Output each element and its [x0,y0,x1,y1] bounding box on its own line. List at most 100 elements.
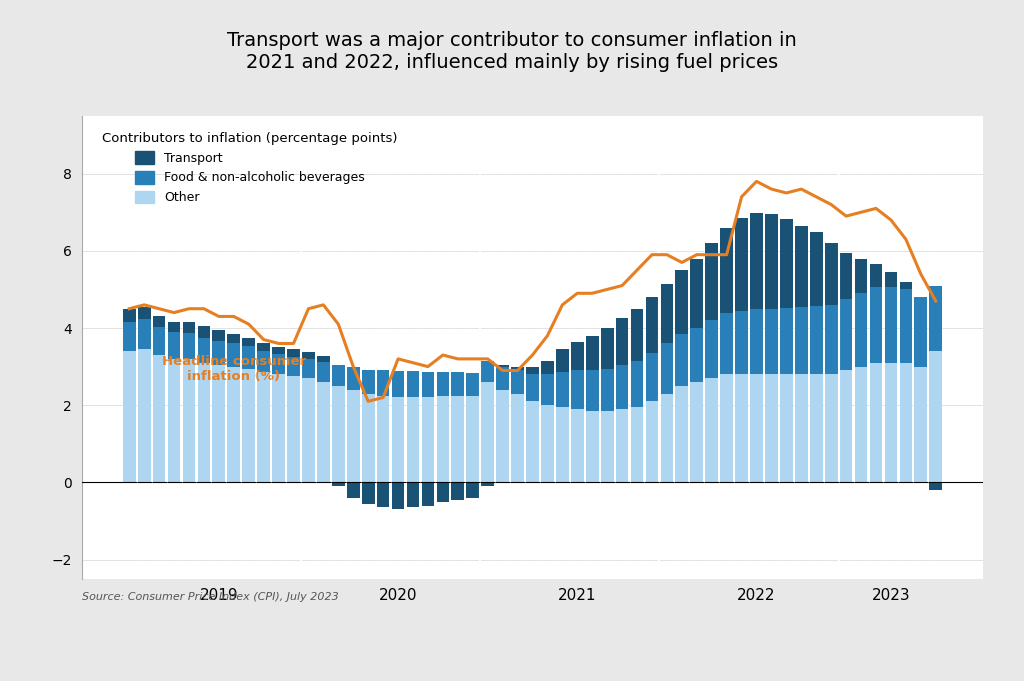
Bar [497,367,509,390]
Bar [930,482,942,490]
Bar [287,357,300,376]
Bar [810,375,822,482]
Bar [601,411,613,482]
Bar [198,338,210,363]
Bar [601,368,613,411]
Bar [885,272,897,287]
Bar [930,351,942,482]
Bar [377,370,389,396]
Bar [407,371,420,398]
Bar [257,373,270,482]
Bar [347,390,359,482]
Bar [392,371,404,398]
Bar [810,232,822,306]
Bar [720,375,733,482]
Bar [706,243,718,320]
Bar [765,375,778,482]
Bar [780,308,793,375]
Bar [198,326,210,338]
Bar [586,336,599,370]
Bar [123,308,135,322]
Bar [168,322,180,332]
Bar [765,308,778,375]
Bar [526,375,539,401]
Bar [676,334,688,386]
Bar [227,343,240,366]
Bar [615,409,629,482]
Bar [795,375,808,482]
Bar [407,398,420,482]
Bar [735,375,748,482]
Bar [869,287,883,363]
Bar [272,347,285,354]
Bar [706,378,718,482]
Bar [586,411,599,482]
Bar [676,270,688,334]
Bar [272,375,285,482]
Bar [272,354,285,375]
Bar [436,482,450,502]
Bar [615,364,629,409]
Bar [422,482,434,505]
Bar [571,342,584,370]
Bar [795,226,808,306]
Bar [855,366,867,482]
Bar [361,370,375,394]
Bar [332,364,345,386]
Bar [481,382,494,482]
Bar [869,363,883,482]
Bar [676,386,688,482]
Bar [452,396,464,482]
Bar [825,375,838,482]
Bar [392,398,404,482]
Bar [153,316,166,328]
Bar [153,328,166,355]
Bar [243,368,255,482]
Bar [765,214,778,308]
Bar [780,219,793,308]
Bar [138,306,151,319]
Bar [511,366,524,370]
Bar [645,297,658,353]
Bar [526,401,539,482]
Bar [422,373,434,398]
Bar [690,382,703,482]
Bar [511,370,524,394]
Bar [317,356,330,362]
Bar [571,409,584,482]
Legend: Transport, Food & non-alcoholic beverages, Other: Transport, Food & non-alcoholic beverage… [97,127,402,209]
Bar [645,401,658,482]
Bar [855,294,867,366]
Bar [317,362,330,382]
Bar [123,351,135,482]
Bar [526,366,539,375]
Bar [182,359,196,482]
Bar [899,363,912,482]
Bar [243,338,255,346]
Bar [466,396,479,482]
Bar [631,361,643,407]
Text: Source: Consumer Price Index (CPI), July 2023: Source: Consumer Price Index (CPI), July… [82,592,339,603]
Bar [660,394,673,482]
Bar [347,482,359,498]
Bar [227,366,240,482]
Bar [645,353,658,401]
Bar [123,322,135,351]
Bar [436,396,450,482]
Bar [182,332,196,359]
Bar [182,322,196,332]
Text: 2022: 2022 [737,588,776,603]
Bar [227,334,240,343]
Bar [825,305,838,375]
Bar [735,218,748,311]
Bar [481,361,494,382]
Bar [690,259,703,328]
Text: Transport was a major contributor to consumer inflation in
2021 and 2022, influe: Transport was a major contributor to con… [227,31,797,72]
Bar [899,289,912,363]
Bar [452,373,464,396]
Bar [571,370,584,409]
Bar [914,297,927,366]
Bar [660,343,673,394]
Bar [556,349,568,373]
Text: 2023: 2023 [871,588,910,603]
